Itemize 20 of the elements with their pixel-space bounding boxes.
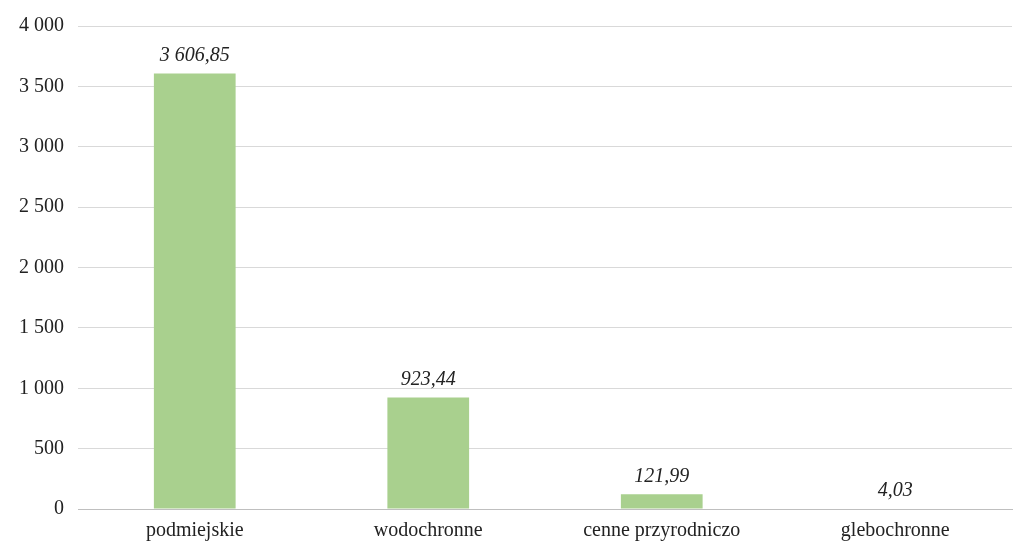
data-label: 923,44 bbox=[400, 366, 456, 389]
y-tick-label: 1 000 bbox=[19, 375, 64, 398]
y-tick-label: 3 500 bbox=[19, 73, 64, 96]
data-label: 3 606,85 bbox=[158, 42, 230, 65]
y-tick-label: 2 500 bbox=[19, 194, 64, 217]
y-tick-label: 3 000 bbox=[19, 134, 64, 156]
data-label: 4,03 bbox=[877, 477, 913, 500]
y-tick-label: 0 bbox=[54, 496, 64, 519]
x-tick-label: wodochronne bbox=[373, 518, 483, 541]
bar bbox=[153, 73, 236, 509]
y-tick-label: 1 500 bbox=[19, 315, 64, 338]
bar bbox=[620, 494, 703, 509]
y-tick-label: 4 000 bbox=[19, 13, 64, 36]
bar bbox=[387, 397, 470, 509]
y-tick-label: 500 bbox=[34, 435, 64, 458]
x-tick-label: cenne przyrodniczo bbox=[583, 518, 741, 542]
data-label: 121,99 bbox=[634, 463, 690, 486]
x-tick-label: glebochronne bbox=[840, 518, 950, 542]
x-tick-label: podmiejskie bbox=[145, 518, 244, 542]
y-tick-label: 2 000 bbox=[19, 254, 64, 277]
